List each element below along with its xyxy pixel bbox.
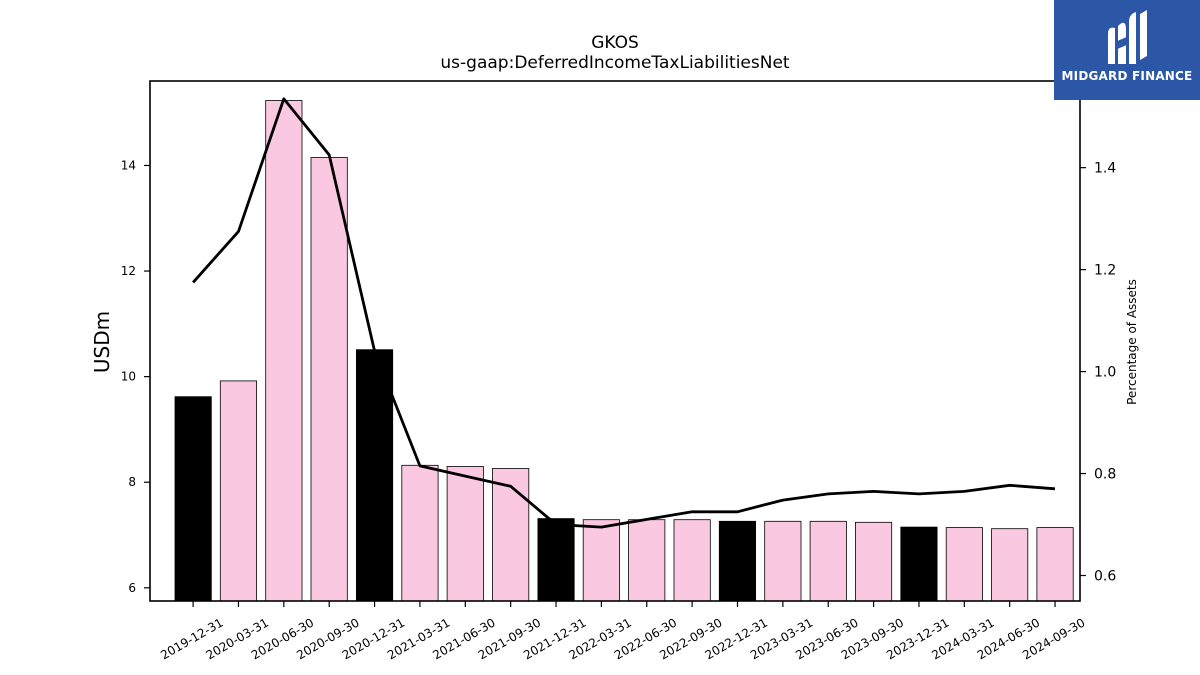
plot-frame — [149, 80, 1081, 602]
chart-title: GKOS — [591, 33, 639, 53]
bar-2020-03-31 — [219, 380, 258, 602]
bar-series — [174, 100, 1074, 602]
right-y-tick-label: 0.6 — [1094, 569, 1116, 585]
bar-2024-06-30 — [991, 528, 1029, 602]
bar-2021-06-30 — [446, 465, 484, 602]
logo-text: MIDGARD FINANCE — [1061, 69, 1193, 83]
left-y-axis: 6 8 10 12 14 — [121, 158, 150, 595]
left-y-axis-label: USDm — [90, 311, 114, 373]
bar-2022-12-31 — [718, 520, 756, 602]
bar-2022-09-30 — [673, 519, 711, 602]
chart-subtitle: us-gaap:DeferredIncomeTaxLiabilitiesNet — [440, 53, 790, 73]
bar-2021-09-30 — [492, 468, 530, 602]
right-y-tick-label: 1.0 — [1094, 365, 1116, 381]
bar-2021-12-31 — [537, 518, 575, 602]
bar-2024-09-30 — [1036, 527, 1074, 602]
bar-2020-12-31 — [355, 349, 394, 602]
bar-2024-03-31 — [945, 527, 983, 602]
left-y-tick-label: 8 — [128, 475, 136, 489]
right-y-tick-label: 0.8 — [1094, 467, 1116, 483]
midgard-finance-logo: MIDGARD FINANCE — [1054, 0, 1200, 100]
midgard-m-logo-icon — [1108, 10, 1147, 65]
right-y-tick-label: 1.4 — [1094, 161, 1116, 177]
bar-2023-03-31 — [764, 520, 802, 602]
bar-2021-03-31 — [401, 464, 439, 602]
bar-2023-06-30 — [809, 520, 847, 602]
right-y-tick-label: 1.2 — [1094, 263, 1116, 279]
bar-2023-12-31 — [900, 526, 938, 602]
left-y-tick-label: 14 — [121, 158, 136, 172]
bar-2019-12-31 — [174, 396, 212, 602]
percentage-line — [192, 97, 1056, 529]
left-y-tick-label: 12 — [121, 264, 136, 278]
left-y-tick-label: 10 — [121, 370, 136, 384]
bar-2022-06-30 — [628, 519, 666, 602]
bar-2023-09-30 — [855, 521, 893, 602]
bar-2020-09-30 — [310, 157, 348, 602]
left-y-tick-label: 6 — [128, 581, 136, 595]
bar-2022-03-31 — [582, 519, 620, 602]
bar-2020-06-30 — [265, 100, 303, 602]
x-axis: 2019-12-312020-03-312020-06-302020-09-30… — [158, 601, 1088, 662]
right-y-axis: 0.6 0.8 1.0 1.2 1.4 — [1080, 161, 1116, 585]
right-y-axis-label: Percentage of Assets — [1125, 279, 1139, 405]
